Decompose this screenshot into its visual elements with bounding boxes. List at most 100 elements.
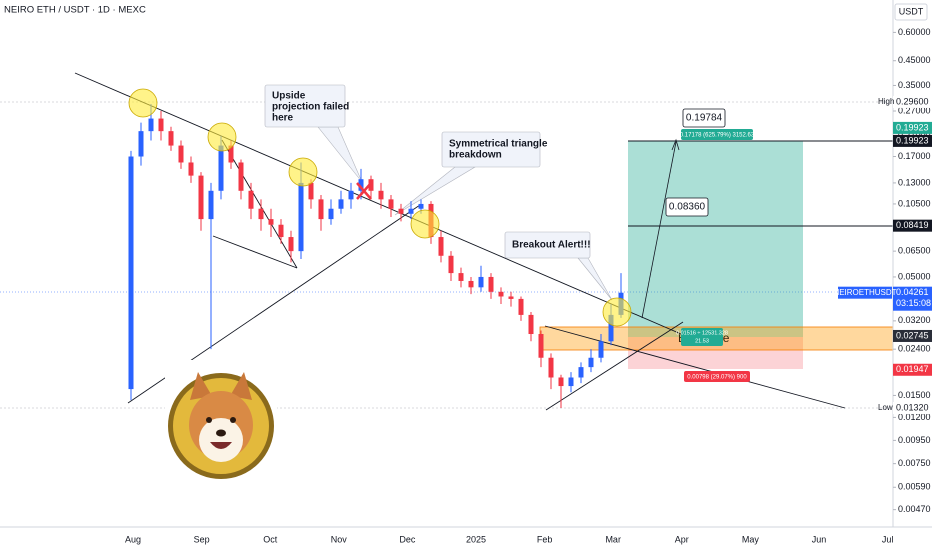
price-label-sub: 03:15:08 xyxy=(896,298,931,308)
callout-box xyxy=(504,231,591,259)
candle-body xyxy=(158,118,164,132)
candle-body xyxy=(208,190,214,220)
x-tick-label: Jun xyxy=(812,534,827,544)
x-tick-label: Sep xyxy=(194,534,210,544)
unit-box xyxy=(894,3,928,21)
trendline xyxy=(212,235,298,269)
target-zone xyxy=(628,141,803,337)
x-tick-label: Nov xyxy=(331,534,348,544)
unit-label: USDT xyxy=(899,6,924,16)
highlight-circle xyxy=(288,157,318,187)
x-tick-label: 2025 xyxy=(466,534,486,544)
highlight-circle xyxy=(602,297,632,327)
candle-body xyxy=(128,156,134,390)
candle-body xyxy=(518,298,524,315)
stop-label-box xyxy=(684,371,750,382)
candle-body xyxy=(568,377,574,387)
trendline xyxy=(544,325,846,409)
y-tick-label: 0.10500 xyxy=(898,198,931,208)
trendline xyxy=(74,72,696,341)
trendline xyxy=(221,139,298,269)
dog-muzzle xyxy=(199,418,243,462)
candle-body xyxy=(248,190,254,209)
candle-body xyxy=(178,145,184,163)
price-label: 0.08419 xyxy=(896,220,929,230)
price-note-box xyxy=(665,197,709,217)
x-tick-label: Oct xyxy=(263,534,278,544)
candle-body xyxy=(298,182,304,252)
candle-body xyxy=(308,182,314,200)
y-tick-label: 0.00950 xyxy=(898,435,931,445)
candle-body xyxy=(558,377,564,387)
x-tick-label: Feb xyxy=(537,534,553,544)
price-note: 0.19784 xyxy=(686,113,723,124)
candle-body xyxy=(408,208,414,214)
price-label: 0.19923 xyxy=(896,122,929,132)
candle-body xyxy=(338,199,344,209)
dog-eye xyxy=(206,417,212,423)
candle-body xyxy=(318,199,324,220)
y-tick-label: 0.00750 xyxy=(898,458,931,468)
candle-body xyxy=(278,224,284,238)
candle-body xyxy=(378,190,384,200)
y-tick-label: 0.00470 xyxy=(898,504,931,514)
position-label: 0.01516 ÷ 12531.328 xyxy=(676,330,728,336)
y-tick-label: 0.17000 xyxy=(898,151,931,161)
price-label-name: NEIROETHUSDT xyxy=(833,288,896,297)
callout-text: breakdown xyxy=(449,150,502,161)
candle-body xyxy=(498,291,504,297)
price-label: 0.01947 xyxy=(896,364,929,374)
candle-body xyxy=(528,314,534,335)
candle-body xyxy=(468,280,474,288)
dog-ears xyxy=(190,372,252,400)
callout-box xyxy=(441,131,541,168)
y-tick-label: 0.35000 xyxy=(898,80,931,90)
candle-body xyxy=(458,273,464,281)
y-tick-label: 0.06500 xyxy=(898,246,931,256)
price-label-name: High xyxy=(878,97,894,106)
candle-body xyxy=(388,199,394,209)
x-tick-label: Mar xyxy=(605,534,621,544)
target-label-box xyxy=(681,129,753,140)
price-label: 0.19923 xyxy=(896,135,929,145)
candle-body xyxy=(368,179,374,191)
price-label-box xyxy=(893,121,932,134)
y-tick-label: 0.27000 xyxy=(898,105,931,115)
candle-body xyxy=(508,296,514,299)
candle-body xyxy=(418,203,424,209)
candle-body xyxy=(268,219,274,225)
candle-body xyxy=(328,208,334,220)
dog-eye xyxy=(230,417,236,423)
price-label-box xyxy=(893,329,932,342)
candle-body xyxy=(438,237,444,256)
x-tick-label: Apr xyxy=(675,534,689,544)
y-tick-label: 0.05000 xyxy=(898,271,931,281)
y-tick-label: 0.45000 xyxy=(898,55,931,65)
y-tick-label: 0.02400 xyxy=(898,344,931,354)
dog-mouth xyxy=(210,442,232,449)
candle-body xyxy=(168,131,174,146)
price-label: 0.29600 xyxy=(896,96,929,106)
price-label: 0.02745 xyxy=(896,330,929,340)
candle-body xyxy=(258,208,264,220)
price-label-box xyxy=(893,363,932,376)
position-label: 21.53 xyxy=(695,338,709,344)
highlight-circle xyxy=(410,209,440,239)
price-label-box xyxy=(893,134,932,147)
candle-body xyxy=(448,255,454,274)
y-tick-label: 0.13000 xyxy=(898,177,931,187)
x-tick-label: Aug xyxy=(125,534,141,544)
target-label: 0.17178 (625.79%) 3152.63 xyxy=(680,133,755,139)
candle-body xyxy=(478,276,484,288)
price-label-name: Low xyxy=(878,403,893,412)
candle-body xyxy=(548,357,554,378)
price-note-box xyxy=(682,108,726,128)
price-label-name-box xyxy=(838,286,892,299)
y-tick-label: 0.00590 xyxy=(898,482,931,492)
trendline xyxy=(545,321,684,411)
y-tick-label: 0.01200 xyxy=(898,412,931,422)
price-label: 0.01320 xyxy=(896,402,929,412)
